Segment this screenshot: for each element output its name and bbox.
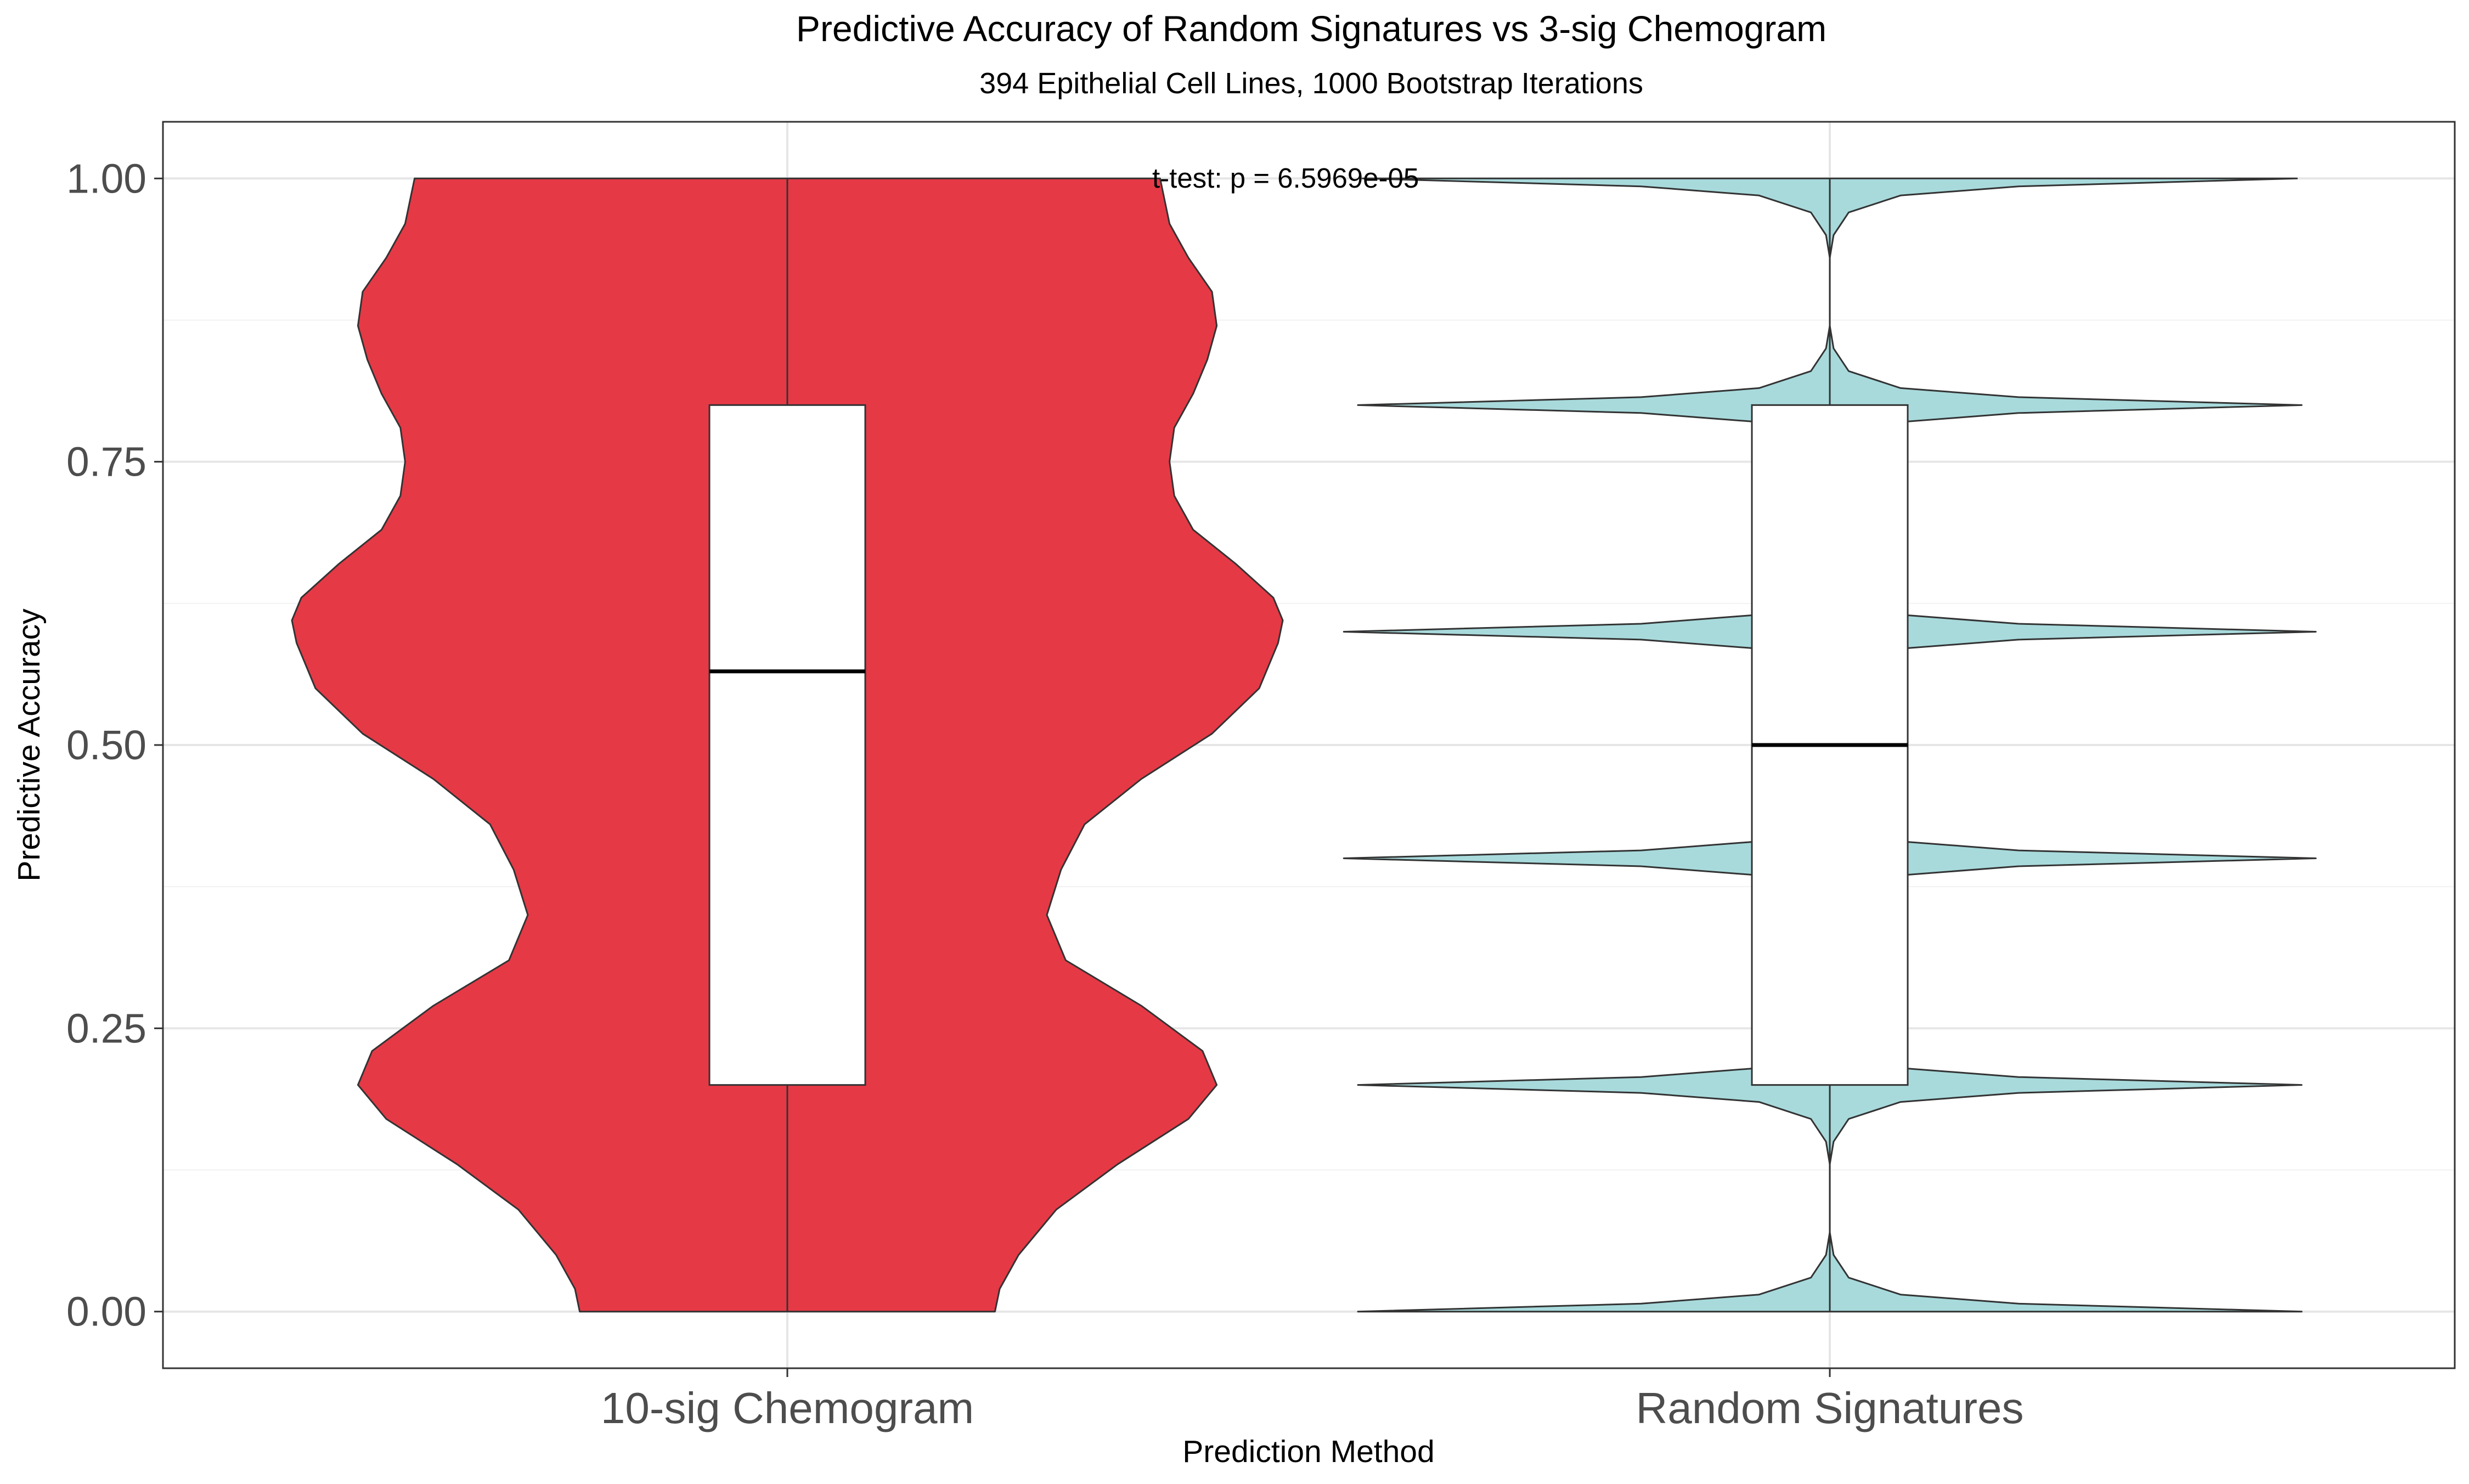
y-axis-label: Predictive Accuracy <box>12 608 47 882</box>
box-iqr <box>708 404 866 1086</box>
y-tick-label: 0.50 <box>66 722 146 768</box>
chart-subtitle: 394 Epithelial Cell Lines, 1000 Bootstra… <box>979 67 1643 100</box>
x-tick-label: Random Signatures <box>1636 1384 2023 1432</box>
y-tick-label: 0.00 <box>66 1289 146 1335</box>
y-tick-label: 0.25 <box>66 1005 146 1051</box>
chart-title: Predictive Accuracy of Random Signatures… <box>796 8 1827 49</box>
x-tick-label: 10-sig Chemogram <box>601 1384 974 1432</box>
y-tick-label: 1.00 <box>66 155 146 201</box>
t-test-annotation: t-test: p = 6.5969e-05 <box>1152 162 1419 194</box>
axes: 0.00 0.25 0.50 0.75 1.00 10-sig Chemogram Rand… <box>66 155 2024 1432</box>
x-axis-label: Prediction Method <box>1182 1434 1434 1469</box>
boxplots <box>708 178 1909 1312</box>
y-tick-label: 0.75 <box>66 439 146 485</box>
